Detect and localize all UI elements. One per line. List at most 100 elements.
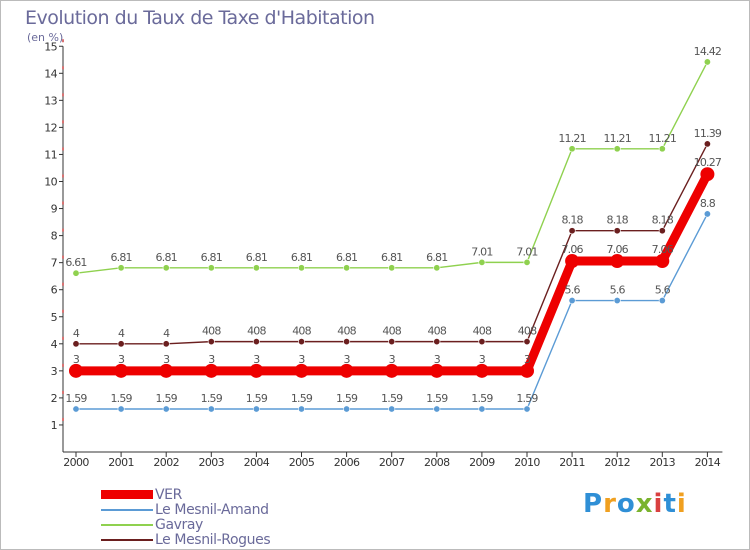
point-gavray	[478, 258, 486, 266]
point-le-mesnil-rogues	[72, 340, 80, 348]
data-label-gavray: 6.81	[156, 251, 177, 264]
point-gavray	[568, 145, 576, 153]
data-label-ver: 3	[524, 353, 531, 366]
point-ver	[114, 363, 129, 378]
point-gavray	[207, 264, 215, 272]
data-label-gavray: 7.01	[516, 245, 537, 258]
point-le-mesnil-amand	[72, 405, 80, 413]
legend-label-le-mesnil-rogues: Le Mesnil-Rogues	[155, 531, 271, 548]
point-le-mesnil-rogues	[523, 338, 531, 346]
x-tick-label: 2005	[289, 456, 315, 469]
point-le-mesnil-amand	[252, 405, 260, 413]
data-label-gavray: 6.81	[246, 251, 267, 264]
legend-swatch-gavray	[101, 523, 153, 526]
data-label-le-mesnil-amand: 1.59	[426, 392, 448, 405]
legend-label-ver: VER	[155, 486, 182, 503]
data-label-ver: 3	[118, 353, 125, 366]
y-tick-label: 3	[51, 365, 58, 378]
x-tick-label: 2008	[424, 456, 450, 469]
x-tick-label: 2002	[153, 456, 179, 469]
point-le-mesnil-rogues	[252, 338, 260, 346]
data-label-gavray: 11.21	[558, 132, 586, 145]
data-label-gavray: 6.81	[201, 251, 222, 264]
point-le-mesnil-amand	[658, 297, 666, 305]
data-label-le-mesnil-rogues: 4	[118, 327, 125, 340]
data-label-le-mesnil-amand: 1.59	[246, 392, 268, 405]
data-label-gavray: 6.81	[291, 251, 312, 264]
legend-item-le-mesnil-rogues: Le Mesnil-Rogues	[101, 531, 271, 548]
logo-letter: x	[635, 489, 654, 519]
point-le-mesnil-rogues	[343, 338, 351, 346]
chart-title: Evolution du Taux de Taxe d'Habitation	[25, 7, 375, 29]
data-label-ver: 3	[479, 353, 486, 366]
data-label-le-mesnil-amand: 1.59	[471, 392, 493, 405]
data-label-le-mesnil-rogues: 8.18	[652, 214, 674, 227]
point-ver	[249, 363, 264, 378]
x-tick-label: 2011	[559, 456, 585, 469]
x-tick-label: 2014	[695, 456, 721, 469]
legend-swatch-le-mesnil-amand	[101, 508, 153, 511]
data-label-ver: 3	[434, 353, 441, 366]
logo-letter: r	[603, 489, 617, 519]
data-label-gavray: 11.21	[649, 132, 677, 145]
data-label-ver: 3	[73, 353, 80, 366]
point-le-mesnil-amand	[207, 405, 215, 413]
point-ver	[69, 363, 83, 378]
point-le-mesnil-rogues	[478, 338, 486, 346]
y-tick-label: 10	[44, 176, 57, 189]
data-label-gavray: 6.61	[65, 256, 86, 269]
point-gavray	[658, 145, 666, 153]
data-label-le-mesnil-rogues: 408	[518, 325, 537, 338]
data-label-gavray: 6.81	[426, 251, 447, 264]
data-label-ver: 3	[208, 353, 215, 366]
proxiti-logo: Proxiti	[583, 489, 687, 519]
data-label-le-mesnil-amand: 1.59	[65, 392, 87, 405]
data-label-le-mesnil-rogues: 4	[163, 327, 170, 340]
data-label-le-mesnil-amand: 1.59	[110, 392, 132, 405]
y-tick-label: 14	[44, 67, 57, 80]
point-le-mesnil-amand	[388, 405, 396, 413]
x-tick-label: 2003	[198, 456, 224, 469]
data-label-le-mesnil-amand: 1.59	[201, 392, 223, 405]
data-label-gavray: 6.81	[336, 251, 357, 264]
point-gavray	[72, 269, 80, 277]
data-label-ver: 3	[389, 353, 396, 366]
unit-label: (en %)	[27, 31, 64, 44]
data-label-le-mesnil-rogues: 4	[73, 327, 80, 340]
data-label-le-mesnil-amand: 1.59	[381, 392, 403, 405]
point-ver	[474, 363, 489, 378]
data-label-le-mesnil-amand: 1.59	[516, 392, 538, 405]
x-tick-label: 2001	[108, 456, 134, 469]
data-label-gavray: 11.21	[603, 132, 631, 145]
point-ver	[610, 254, 625, 269]
x-tick-label: 2010	[514, 456, 540, 469]
data-label-le-mesnil-amand: 5.6	[565, 284, 581, 297]
logo-letter: P	[583, 489, 604, 519]
data-label-le-mesnil-amand: 1.59	[156, 392, 178, 405]
point-ver	[655, 254, 670, 269]
point-le-mesnil-rogues	[433, 338, 441, 346]
point-gavray	[433, 264, 441, 272]
y-tick-label: 13	[44, 94, 57, 107]
legend-item-le-mesnil-amand: Le Mesnil-Amand	[101, 502, 270, 518]
data-label-le-mesnil-amand: 8.8	[700, 197, 716, 210]
data-label-ver: 7.06	[652, 243, 674, 256]
y-tick-label: 9	[51, 203, 58, 216]
point-le-mesnil-amand	[162, 405, 170, 413]
y-tick-label: 2	[51, 392, 57, 405]
point-le-mesnil-amand	[613, 297, 621, 305]
x-tick-label: 2007	[379, 456, 405, 469]
point-le-mesnil-amand	[117, 405, 125, 413]
point-ver	[520, 363, 534, 378]
legend-item-gavray: Gavray	[101, 517, 270, 533]
point-ver	[159, 363, 174, 378]
point-le-mesnil-amand	[568, 297, 576, 305]
point-le-mesnil-amand	[478, 405, 486, 413]
legend: VER Le Mesnil-Amand Gavray Le Mesnil-Rogues	[101, 486, 271, 548]
data-label-le-mesnil-amand: 5.6	[610, 284, 626, 297]
y-tick-label: 11	[44, 148, 57, 161]
y-tick-label: 7	[51, 257, 58, 270]
data-label-le-mesnil-rogues: 408	[202, 325, 221, 338]
x-tick-label: 2013	[649, 456, 675, 469]
